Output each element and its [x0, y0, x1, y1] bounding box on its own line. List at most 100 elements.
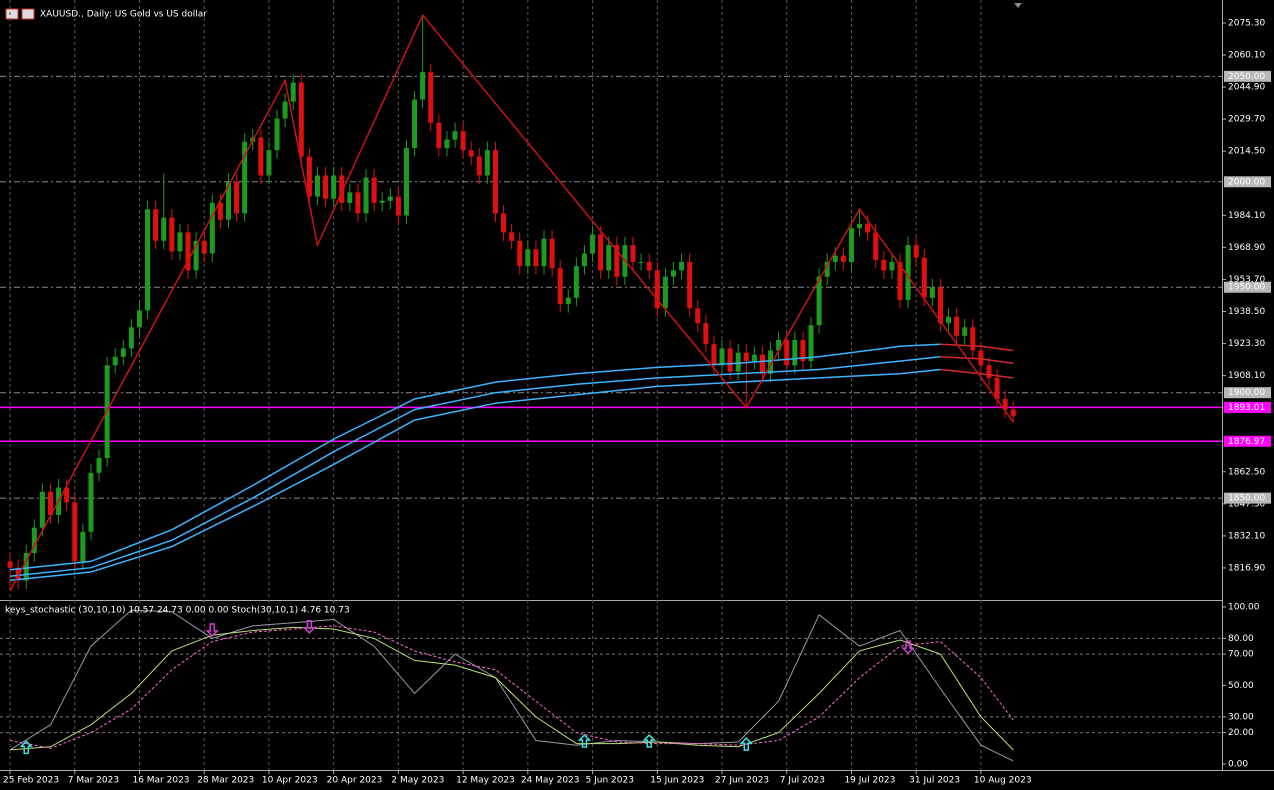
candle-body	[695, 308, 701, 324]
candle-body	[905, 245, 911, 300]
candle-body	[501, 213, 507, 233]
x-tick-label: 12 May 2023	[456, 776, 515, 786]
overlay-line	[9, 343, 941, 571]
x-tick-label: 24 May 2023	[521, 776, 580, 786]
candle-body	[581, 253, 587, 267]
candle-body	[986, 365, 992, 378]
candle-body	[80, 531, 86, 562]
candle-body	[590, 234, 596, 254]
buy-arrow	[642, 733, 656, 748]
y-tick-label: 0.00	[1228, 760, 1248, 770]
candle-body	[654, 270, 660, 309]
candle-body	[897, 261, 903, 300]
grid	[0, 0, 1222, 770]
candle-body	[638, 261, 644, 263]
candle-body	[509, 232, 515, 241]
candle-body	[23, 552, 29, 581]
candle-body	[954, 316, 960, 336]
candle-body	[703, 323, 709, 345]
candle-body	[670, 270, 676, 277]
candle-body	[412, 99, 418, 149]
candle-body	[743, 352, 749, 362]
candle-body	[962, 327, 968, 336]
candle-body	[598, 234, 604, 271]
candle-body	[719, 348, 725, 366]
y-tick-label: 2060.10	[1228, 51, 1265, 61]
candle-body	[565, 297, 571, 305]
candle-body	[937, 287, 943, 324]
candle-body	[687, 261, 693, 309]
candle-body	[161, 217, 167, 241]
indicator-title: keys_stochastic (30,10,10) 10.57 24.73 0…	[5, 606, 350, 616]
x-tick-label: 5 Jun 2023	[586, 776, 634, 786]
candle-body	[476, 156, 482, 176]
candle-body	[290, 82, 296, 102]
candle-body	[606, 245, 612, 271]
candle-body	[533, 249, 539, 267]
candle-body	[452, 131, 458, 140]
candle-body	[298, 82, 304, 157]
support-line-box	[1224, 435, 1271, 447]
candle-body	[96, 458, 102, 473]
candle-body	[128, 327, 134, 349]
candle-body	[865, 223, 871, 233]
level-line-box	[1224, 70, 1271, 82]
candle-body	[816, 276, 822, 326]
candle-body	[120, 348, 126, 357]
candle-body	[64, 487, 70, 503]
candle-body	[88, 472, 94, 532]
candle-body	[225, 181, 231, 220]
candle-body	[209, 202, 215, 254]
candle-body	[201, 240, 207, 254]
level-line-label: 2000.00	[1228, 177, 1265, 187]
candle-body	[970, 327, 976, 351]
candle-body	[711, 344, 717, 366]
x-tick-label: 20 Apr 2023	[327, 776, 383, 786]
x-tick-label: 25 Feb 2023	[3, 776, 59, 786]
x-tick-label: 2 May 2023	[391, 776, 444, 786]
candle-body	[371, 177, 377, 203]
candle-body	[735, 352, 741, 372]
candle-body	[549, 238, 555, 269]
y-tick-label: 1847.30	[1228, 499, 1265, 509]
candle-body	[387, 196, 393, 201]
y-tick-label: 2029.70	[1228, 115, 1265, 125]
level-line-label: 2050.00	[1228, 72, 1265, 82]
candle-body	[363, 177, 369, 214]
sell-arrow	[302, 620, 317, 634]
x-tick-label: 31 Jul 2023	[909, 776, 960, 786]
overlay-line	[9, 13, 1014, 592]
candle-body	[832, 255, 838, 262]
candle-body	[145, 209, 151, 311]
x-tick-label: 7 Mar 2023	[68, 776, 119, 786]
support-line-label: 1876.97	[1228, 437, 1265, 447]
x-tick-label: 7 Jul 2023	[780, 776, 825, 786]
candle-body	[759, 354, 765, 374]
candle-body	[784, 339, 790, 366]
level-line-label: 1950.00	[1228, 283, 1265, 293]
candle-body	[468, 150, 474, 157]
buy-arrow	[577, 733, 592, 748]
candle-body	[234, 181, 240, 214]
chart-title: XAUUSD., Daily: US Gold vs US dollar	[40, 10, 207, 20]
x-tick-label: 27 Jun 2023	[715, 776, 769, 786]
candle-body	[444, 139, 450, 149]
y-tick-label: 1816.90	[1228, 563, 1265, 573]
overlay-line	[940, 356, 1014, 364]
candle-body	[258, 137, 264, 176]
candle-body	[727, 348, 733, 372]
candle-body	[217, 202, 223, 220]
candle-body	[39, 491, 45, 528]
window-icons	[5, 8, 35, 20]
candle-body	[557, 268, 563, 305]
candle-body	[857, 223, 863, 229]
overlay-line	[940, 343, 1014, 352]
candle-body	[662, 276, 668, 309]
x-tick-label: 16 Mar 2023	[132, 776, 189, 786]
support-line-label: 1893.01	[1228, 403, 1265, 413]
candle-body	[889, 261, 895, 271]
icon	[5, 8, 19, 20]
y-tick-label: 20.00	[1228, 728, 1254, 738]
